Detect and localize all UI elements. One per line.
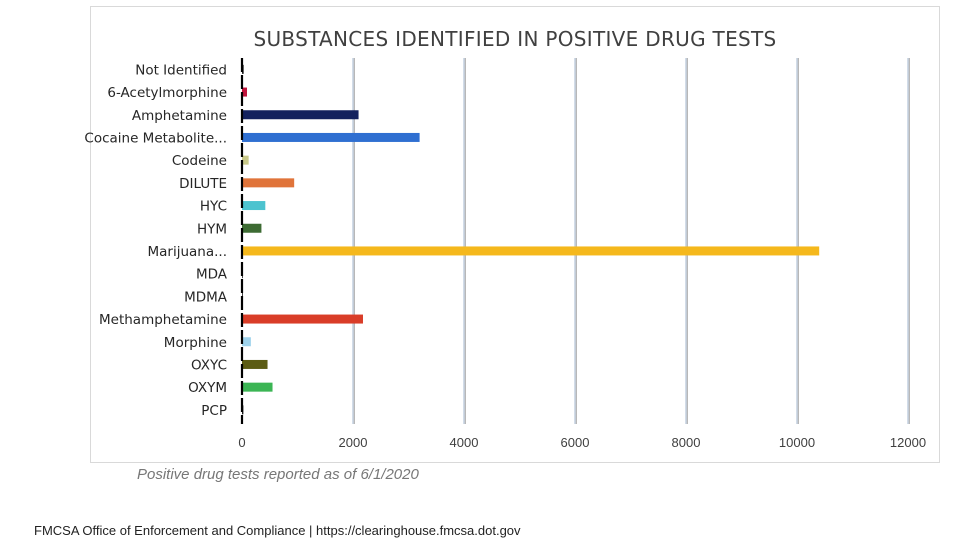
bar — [242, 178, 295, 188]
bar-chart: 0 2000 4000 6000 8000 10000 12000 Not Identifie… — [84, 58, 926, 450]
y-tick-label: MDMA — [184, 289, 228, 305]
y-tick-label: OXYC — [191, 357, 227, 373]
bar — [242, 337, 251, 347]
x-tick-label: 8000 — [672, 435, 701, 450]
page-footer: FMCSA Office of Enforcement and Complian… — [34, 523, 521, 538]
bar — [242, 246, 820, 256]
bar — [242, 155, 249, 165]
y-tick-label: Cocaine Metabolite... — [84, 130, 227, 146]
bar — [242, 223, 262, 233]
y-tick-label: Not Identified — [135, 62, 227, 78]
bar — [242, 382, 273, 392]
y-tick-label: Amphetamine — [132, 108, 227, 124]
x-tick-label: 2000 — [339, 435, 368, 450]
bar — [242, 314, 363, 324]
x-tick-label: 6000 — [561, 435, 590, 450]
y-tick-label: Morphine — [164, 335, 227, 351]
bar — [242, 87, 247, 97]
bar — [242, 132, 420, 142]
y-tick-label: HYM — [197, 221, 227, 237]
y-tick-label: 6-Acetylmorphine — [107, 85, 227, 101]
x-tick-label: 12000 — [890, 435, 926, 450]
bar — [242, 110, 359, 120]
y-tick-label: OXYM — [188, 380, 227, 396]
y-tick-label: MDA — [196, 267, 228, 283]
y-tick-label: DILUTE — [179, 176, 227, 192]
chart-caption: Positive drug tests reported as of 6/1/2… — [137, 466, 419, 483]
x-tick-label: 10000 — [779, 435, 815, 450]
y-tick-label: PCP — [201, 403, 227, 419]
y-tick-label: Codeine — [172, 153, 227, 169]
x-tick-label: 4000 — [450, 435, 479, 450]
x-tick-label: 0 — [238, 435, 245, 450]
chart-title: SUBSTANCES IDENTIFIED IN POSITIVE DRUG T… — [253, 27, 777, 51]
y-tick-label: Marijuana... — [147, 244, 227, 260]
y-tick-label: HYC — [200, 199, 227, 215]
bar — [242, 201, 266, 211]
bar — [242, 359, 268, 369]
y-tick-label: Methamphetamine — [99, 312, 227, 328]
